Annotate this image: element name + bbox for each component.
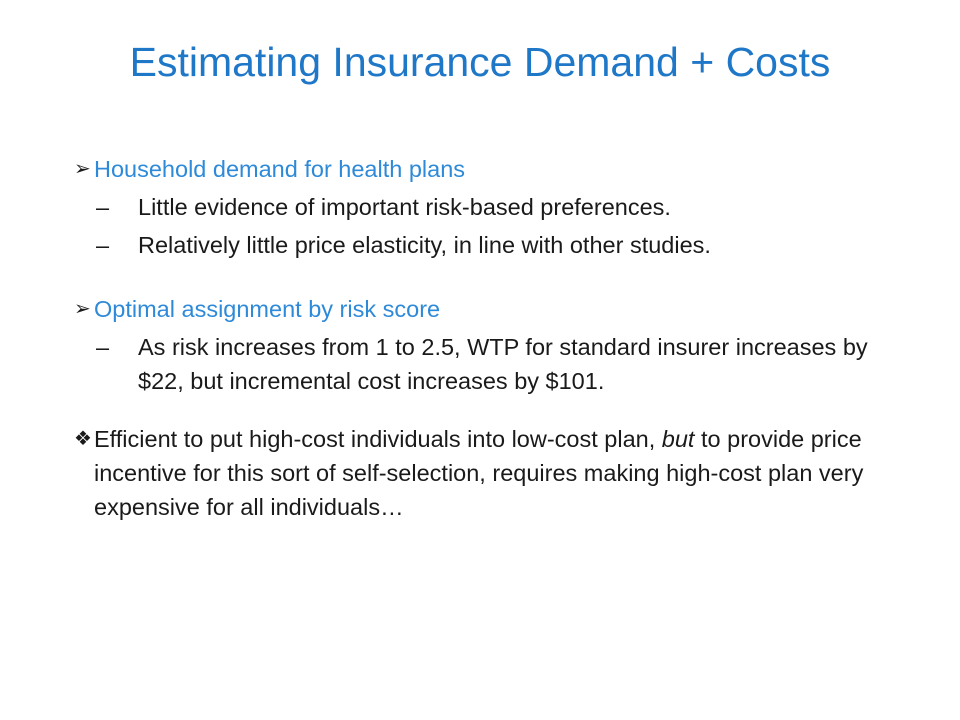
sub-point-text: Relatively little price elasticity, in l… — [138, 232, 711, 258]
sub-point: – Little evidence of important risk-base… — [74, 190, 904, 224]
sub-point: – Relatively little price elasticity, in… — [74, 228, 904, 262]
dash-bullet: – — [96, 232, 110, 258]
sub-point-text: Little evidence of important risk-based … — [138, 194, 671, 220]
dash-bullet: – — [96, 194, 110, 220]
slide-body: ➢ Household demand for health plans – Li… — [74, 152, 904, 524]
conclusion-text-before: Efficient to put high-cost individuals i… — [94, 426, 656, 452]
section-heading-text: Household demand for health plans — [94, 156, 466, 182]
conclusion-point: ❖ Efficient to put high-cost individuals… — [74, 422, 904, 524]
slide-title: Estimating Insurance Demand + Costs — [129, 39, 831, 85]
conclusion-text-italic: but — [661, 426, 695, 452]
sub-point-text: As risk increases from 1 to 2.5, WTP for… — [138, 334, 868, 394]
section-heading: ➢ Optimal assignment by risk score — [74, 292, 904, 326]
sub-point: – As risk increases from 1 to 2.5, WTP f… — [74, 330, 904, 398]
arrowhead-bullet-icon: ➢ — [74, 158, 91, 180]
conclusion-text-after: to provide price incentive for this sort… — [94, 426, 864, 520]
diamond-bullet-icon: ❖ — [74, 428, 92, 450]
arrowhead-bullet-icon: ➢ — [74, 298, 91, 320]
dash-bullet: – — [96, 334, 110, 360]
section-heading-text: Optimal assignment by risk score — [94, 296, 441, 322]
section-heading: ➢ Household demand for health plans — [74, 152, 904, 186]
